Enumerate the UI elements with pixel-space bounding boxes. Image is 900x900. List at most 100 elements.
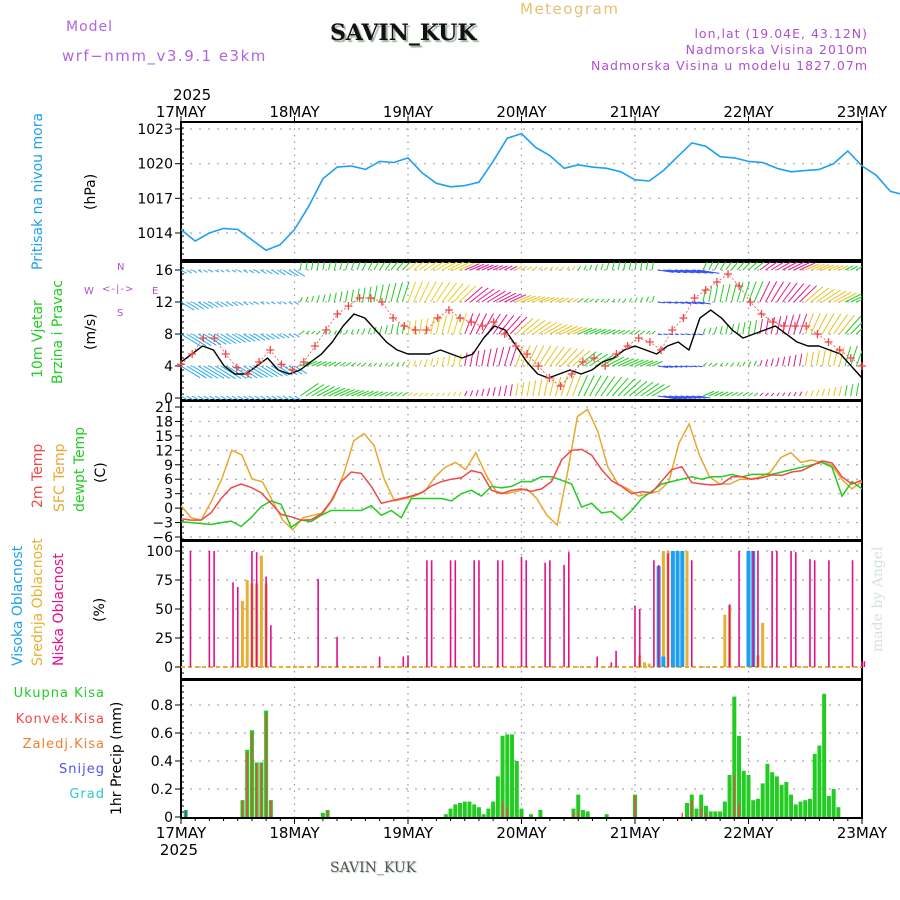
wind-arrow [481,388,485,397]
wind-arrow [577,265,581,271]
wind-arrow [822,289,841,303]
wind-arrow [776,262,792,271]
y-tick-label: 12 [155,443,173,459]
wind-arrow [424,359,428,367]
wind-arrow [674,269,694,274]
precip-total-bar [741,770,746,817]
precip-total-bar [746,775,751,817]
wind-arrow [430,358,434,367]
wind-arrow [686,365,693,368]
wind-arrow [254,395,263,400]
wind-arrow [708,362,713,367]
wind-arrow [651,295,655,303]
wind-arrow [543,378,549,397]
cloud-low-bar [813,560,816,667]
wind-arrow [362,362,367,367]
wind-arrow [742,262,752,271]
wind-arrow [515,383,519,397]
wind-arrow [719,391,729,397]
precip-total-bar [817,745,822,817]
compass-s: S [117,308,124,319]
y-tick-label: 75 [155,573,173,589]
wind-arrow [447,392,451,397]
wind-arrow [583,298,589,303]
wind-arrow [657,395,678,400]
wind-arrow [362,328,366,335]
wind-arrow [844,293,862,303]
precip-conv-bar [705,812,707,817]
wind-arrow [453,262,470,271]
precip-conv-bar [265,713,267,817]
wind-arrow [611,262,615,271]
wind-arrow [367,362,372,367]
wind-arrow [237,333,251,343]
wind-arrow [787,283,805,303]
wind-arrow [447,314,454,335]
cloud-low-bar [638,609,641,667]
precip-total-bar [685,803,690,817]
precip-total-bar [472,804,477,817]
wind-arrow [680,269,701,274]
cloud-low-bar [336,636,338,667]
wind-arrow [532,296,546,303]
wind-arrow [589,298,594,303]
wind-arrow [515,265,523,271]
cloud-low-bar [752,551,755,667]
cloud-low-bar [757,551,759,667]
precip-total-bar [576,794,581,817]
wind-arrow [458,285,477,303]
wind-speed-line [180,309,863,379]
wind-arrow [441,392,445,397]
cloud-mid-bar [259,555,263,667]
cloud-high-bar [746,551,751,667]
wind-arrow [294,301,299,305]
wind-arrow [697,395,711,399]
wind-arrow [583,352,603,367]
wind-arrow [765,317,769,335]
precip-conv-bar [255,763,258,817]
wind-arrow [384,325,388,335]
wind-arrow [248,333,261,342]
precip-total-bar [831,789,836,817]
wind-arrow [736,362,740,367]
wind-arrow [515,294,532,303]
wind-arrow [186,269,192,274]
wind-arrow [680,333,685,336]
wind-arrow [526,345,538,367]
wind-arrow [543,345,559,367]
wind-arrow [714,262,720,271]
wind-arrow [827,264,839,271]
wind-arrow [765,392,769,397]
wind-arrow [583,375,595,397]
cloud-low-bar [615,650,617,667]
wind-arrow [492,347,498,367]
cloud-low-bar [596,656,598,667]
wind-arrow [305,384,325,397]
cloud-low-bar [426,560,428,667]
wind-arrow [481,313,494,335]
precip-total-bar [453,804,458,817]
wind-arrow [288,333,295,338]
wind-arrow [470,287,489,303]
wind-gust-marker [858,362,866,370]
wind-arrow [640,297,644,303]
wind-gust-marker [500,330,509,338]
wind-arrow [209,395,217,400]
wind-arrow [844,385,848,397]
y-tick-label: 0.4 [151,754,173,770]
wind-arrow [220,365,242,379]
wind-arrow [260,269,267,274]
date-label-top: 18MAY [269,103,320,121]
wind-arrow [646,330,651,335]
wind-arrow [770,281,784,303]
wind-arrow [561,325,578,335]
precip-total-bar [514,761,519,817]
wind-arrow [526,381,531,397]
wind-arrow [532,380,537,397]
wind-arrow [254,301,259,305]
wind-arrow [339,389,355,397]
wind-arrow [589,353,609,367]
wind-arrow [855,383,860,397]
wind-arrow [226,301,234,307]
y-tick-label: 25 [155,631,173,647]
